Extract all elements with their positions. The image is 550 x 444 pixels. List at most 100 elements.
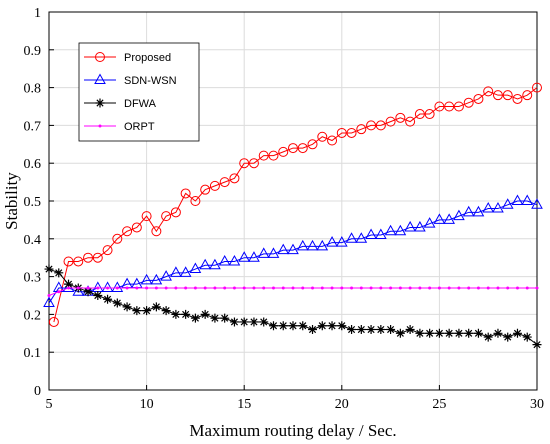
circle-marker [112,233,123,244]
dot-marker [271,286,275,290]
dot-marker [174,286,178,290]
circle-marker [414,109,425,120]
circle-marker [73,256,84,267]
circle-marker [92,252,103,263]
circle-marker [492,90,503,101]
series-orpt [47,286,539,297]
triangle-marker [511,194,524,205]
series-sdn-wsn [43,194,543,308]
triangle-marker [209,258,221,270]
circle-marker [258,150,269,161]
asterisk-marker [454,328,464,338]
dot-marker [389,286,393,290]
circle-marker [131,222,142,233]
circle-marker [522,90,533,101]
asterisk-marker [308,325,318,335]
triangle-marker [374,228,387,240]
dot-marker [301,286,305,290]
asterisk-marker [415,328,425,338]
triangle-marker [140,273,153,285]
dot-marker [330,286,334,290]
y-tick-label: 0.3 [24,271,42,286]
circle-marker [453,101,464,112]
dot-marker [213,286,217,290]
dot-marker [281,286,285,290]
dot-marker [145,286,149,290]
circle-marker [346,127,357,138]
x-tick-label: 5 [46,397,53,412]
triangle-marker [316,239,329,251]
asterisk-marker [64,279,74,289]
dot-marker [184,286,188,290]
asterisk-marker [210,313,220,323]
asterisk-marker [317,321,327,331]
y-tick-label: 0.5 [24,195,42,210]
asterisk-marker [278,321,288,331]
dot-marker [340,286,344,290]
series-line [48,268,538,346]
asterisk-marker [239,317,249,327]
asterisk-marker [190,313,200,323]
circle-marker [473,93,484,104]
x-tick-label: 15 [237,397,251,412]
circle-marker [424,109,435,120]
dot-marker [76,286,80,290]
circle-marker [200,184,211,195]
circle-marker [151,226,162,237]
circle-marker [288,143,298,154]
asterisk-marker [493,328,503,338]
x-axis-title: Maximum routing delay / Sec. [189,421,396,440]
circle-marker [248,158,259,169]
y-tick-label: 0.7 [24,119,42,134]
asterisk-marker [376,325,386,335]
triangle-marker [462,205,475,217]
triangle-marker [531,198,543,209]
circle-marker [141,211,152,222]
x-tick-label: 30 [530,397,544,412]
asterisk-marker [259,317,269,327]
dot-marker [203,286,207,290]
dot-marker [57,290,61,294]
circle-marker [229,173,240,184]
triangle-marker [150,273,163,285]
triangle-marker [335,236,348,247]
asterisk-marker [249,317,259,327]
asterisk-marker [229,317,239,327]
circle-marker [209,180,220,191]
dot-marker [428,286,432,290]
circle-marker [161,211,172,222]
triangle-marker [160,270,172,281]
triangle-marker [482,202,495,213]
asterisk-marker [142,306,152,316]
legend-label: DFWA [124,98,157,110]
y-tick-label: 0.9 [24,44,42,59]
dot-marker [106,286,110,290]
circle-marker [268,150,279,161]
triangle-marker [218,254,231,266]
triangle-marker [433,213,446,224]
asterisk-marker [337,321,347,331]
circle-marker [532,82,542,93]
circle-marker [278,146,289,157]
triangle-marker [248,251,260,262]
triangle-marker [170,266,182,277]
circle-marker [190,196,201,206]
triangle-marker [326,236,338,247]
dot-marker [447,286,451,290]
asterisk-marker [181,309,191,319]
triangle-marker [501,198,514,209]
triangle-marker [443,213,456,224]
circle-marker [483,86,494,97]
dot-marker [115,286,119,290]
circle-marker [463,97,474,108]
circle-marker [63,256,74,267]
circle-marker [512,93,523,104]
circle-marker [366,120,377,131]
dot-marker [457,286,461,290]
asterisk-marker [512,328,522,338]
legend-item: SDN-WSN [84,73,177,87]
legend-label: SDN-WSN [124,75,177,87]
triangle-marker [111,281,124,292]
triangle-marker [492,202,504,213]
circle-marker [405,116,416,127]
